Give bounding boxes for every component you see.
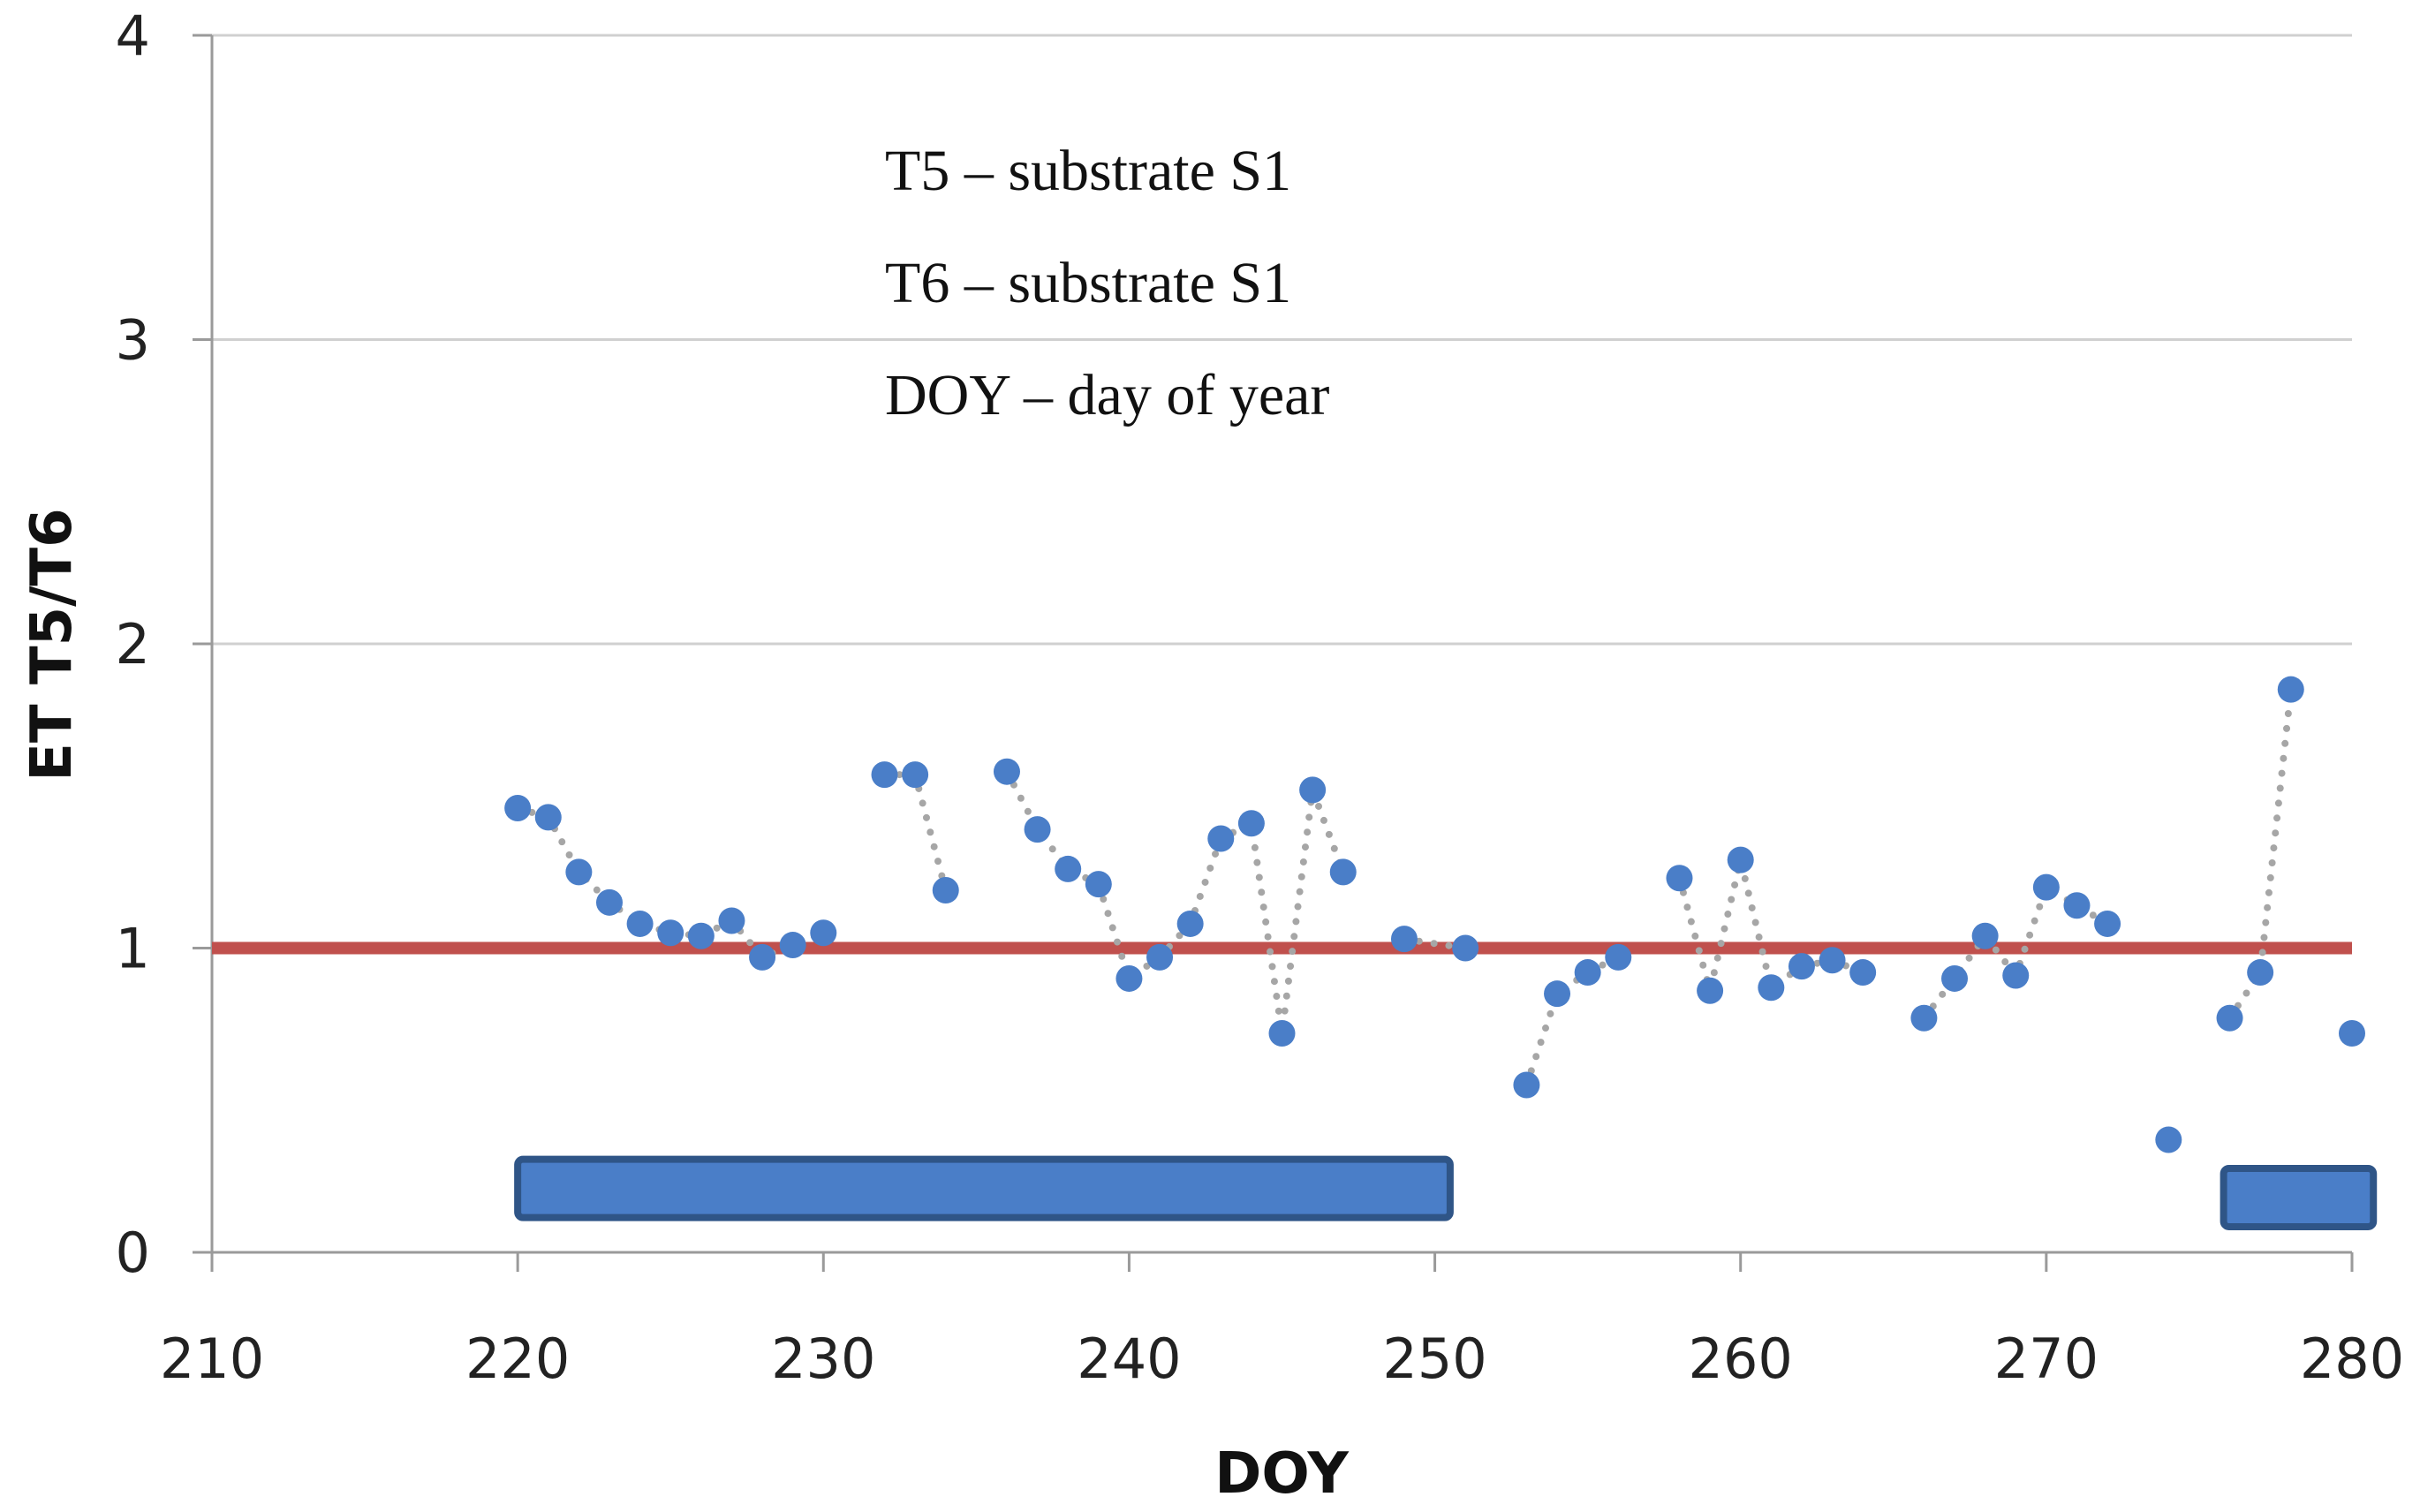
data-point — [810, 919, 837, 947]
series-connector — [2226, 685, 2295, 1022]
data-point — [1176, 910, 1204, 937]
annotation-t6: T6 – substrate S1 — [885, 251, 1291, 315]
data-point — [595, 888, 623, 916]
data-point — [1941, 964, 1969, 992]
x-tick-label: 250 — [1382, 1327, 1486, 1391]
y-tick-label: 0 — [116, 1221, 150, 1285]
series-connectors — [514, 685, 2295, 1089]
data-point — [2216, 1004, 2243, 1032]
data-point — [1055, 855, 1082, 882]
data-point — [687, 922, 715, 949]
data-point — [1849, 959, 1877, 987]
series-connector — [881, 771, 949, 894]
period-bar — [514, 1155, 1454, 1221]
x-tick-labels: 210 220 230 240 250 260 270 280 — [160, 1252, 2404, 1391]
data-point — [504, 795, 532, 822]
y-tick-label: 3 — [116, 308, 150, 373]
annotations: T5 – substrate S1 T6 – substrate S1 DOY … — [885, 139, 1329, 427]
data-point — [534, 804, 562, 831]
data-point — [626, 910, 654, 937]
y-axis-title: ET T5/T6 — [19, 508, 85, 781]
data-point — [718, 907, 745, 934]
series-connector — [1401, 935, 1470, 952]
series-connector — [1003, 767, 1347, 1037]
annotation-t5: T5 – substrate S1 — [885, 139, 1291, 203]
data-point — [1910, 1004, 1938, 1032]
x-tick-label: 280 — [2300, 1327, 2404, 1391]
data-point — [1329, 858, 1357, 886]
data-point — [1758, 974, 1785, 1002]
data-point — [2277, 676, 2304, 703]
data-point — [1452, 934, 1479, 962]
x-tick-label: 240 — [1077, 1327, 1181, 1391]
data-point — [1024, 816, 1051, 843]
data-point — [1788, 953, 1815, 980]
data-point — [1697, 977, 1724, 1004]
data-point — [1085, 871, 1112, 898]
data-point — [871, 761, 898, 789]
data-point — [779, 932, 806, 959]
period-bars — [514, 1155, 2378, 1230]
y-tick-labels: 0 1 2 3 4 — [116, 4, 212, 1285]
x-tick-label: 220 — [465, 1327, 570, 1391]
y-tick-label: 4 — [116, 4, 150, 68]
data-point — [1574, 959, 1601, 987]
data-point — [1115, 964, 1143, 992]
data-point — [1727, 846, 1754, 873]
data-point — [1299, 776, 1327, 804]
x-tick-label: 230 — [771, 1327, 875, 1391]
data-point — [565, 858, 593, 886]
data-point — [1666, 865, 1693, 892]
data-point — [1207, 825, 1235, 852]
data-point — [1237, 810, 1265, 837]
x-axis-title: DOY — [1214, 1441, 1349, 1507]
data-point — [2155, 1126, 2182, 1153]
data-point — [1971, 922, 1999, 949]
data-point — [902, 761, 929, 789]
data-point — [749, 943, 776, 971]
annotation-doy: DOY – day of year — [885, 363, 1329, 427]
data-point — [1146, 943, 1174, 971]
data-point — [1390, 926, 1418, 953]
data-point — [1544, 980, 1571, 1008]
data-point — [2339, 1019, 2365, 1047]
x-tick-label: 260 — [1689, 1327, 1793, 1391]
data-point — [657, 919, 684, 947]
data-point — [993, 758, 1020, 785]
period-bar — [2220, 1164, 2378, 1230]
data-point — [2063, 892, 2091, 919]
data-point — [932, 877, 959, 904]
data-point — [2002, 962, 2030, 989]
data-point — [2032, 873, 2060, 901]
x-tick-label: 270 — [1994, 1327, 2099, 1391]
data-point — [1605, 943, 1632, 971]
data-point — [1819, 947, 1846, 974]
series-points — [504, 676, 2365, 1153]
y-tick-label: 2 — [116, 612, 150, 677]
x-tick-label: 210 — [160, 1327, 264, 1391]
data-point — [1513, 1071, 1540, 1099]
data-point — [1268, 1019, 1296, 1047]
data-point — [2094, 910, 2121, 937]
series-connector — [1523, 953, 1622, 1089]
y-tick-label: 1 — [116, 917, 150, 981]
data-point — [2247, 959, 2274, 987]
